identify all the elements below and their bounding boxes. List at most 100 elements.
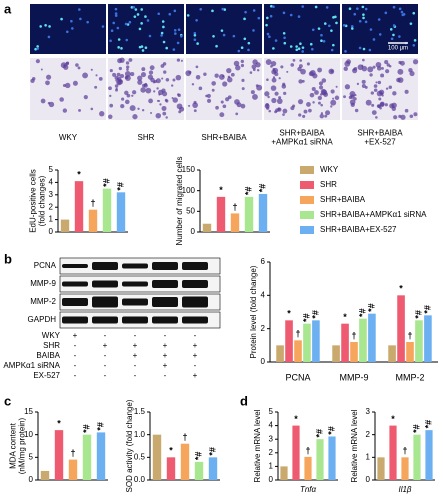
migrated-cell xyxy=(412,59,419,65)
y-tick-label: 0 xyxy=(191,227,196,236)
migrated-cell xyxy=(361,64,364,67)
bar xyxy=(312,320,320,362)
migrated-cell xyxy=(45,80,50,86)
migrated-cell xyxy=(373,84,378,88)
migrated-cell xyxy=(63,64,69,70)
migrated-cell xyxy=(203,72,207,77)
migrated-cell xyxy=(75,63,79,67)
blot-band xyxy=(152,316,178,324)
significance-mark: † xyxy=(182,432,187,442)
migrated-cell xyxy=(324,114,328,118)
edu-nucleus xyxy=(282,11,286,15)
y-tick-label: 0.0 xyxy=(134,475,146,484)
migrated-cell xyxy=(318,81,324,86)
bar xyxy=(328,436,336,480)
y-axis-label: SOD activity (fold change) xyxy=(125,399,134,492)
blot-band xyxy=(122,316,148,324)
condition-sign: + xyxy=(193,371,198,380)
edu-nucleus xyxy=(232,34,236,38)
migrated-cell xyxy=(155,112,162,119)
migrated-cell xyxy=(396,77,401,83)
edu-nucleus xyxy=(39,25,42,28)
migrated-cell xyxy=(114,84,119,88)
edu-nucleus xyxy=(140,22,143,25)
blot-band xyxy=(122,263,148,269)
legend-label: WKY xyxy=(320,165,339,174)
edu-nucleus xyxy=(362,16,365,20)
edu-nucleus xyxy=(126,23,130,26)
image-label: SHR xyxy=(138,133,155,142)
significance-mark: * xyxy=(169,446,173,456)
edu-nucleus xyxy=(335,21,338,25)
migrated-cell xyxy=(126,68,129,71)
edu-nucleus xyxy=(301,46,305,49)
legend-swatch xyxy=(300,166,314,174)
band-label: GAPDH xyxy=(28,315,57,324)
image-label: WKY xyxy=(59,133,78,142)
migrated-cell xyxy=(283,91,287,96)
migrated-cell xyxy=(301,79,305,83)
migrated-cell xyxy=(317,67,323,73)
edu-nucleus xyxy=(128,20,132,24)
migrated-cell xyxy=(130,72,135,77)
edu-nucleus xyxy=(117,46,120,49)
y-tick-label: 150 xyxy=(182,165,196,174)
migrated-cell xyxy=(364,85,368,89)
migrated-cell xyxy=(379,102,385,108)
blot-band xyxy=(122,281,148,287)
blot-band xyxy=(62,316,88,324)
migrated-cell xyxy=(222,75,225,78)
x-tick-label: MMP-2 xyxy=(396,372,425,382)
migrated-cell xyxy=(206,98,212,103)
edu-nucleus xyxy=(221,7,225,11)
edu-nucleus xyxy=(362,47,366,51)
edu-nucleus xyxy=(186,14,190,17)
migrated-cell xyxy=(318,101,321,105)
condition-sign: - xyxy=(194,331,197,340)
edu-nucleus xyxy=(364,20,368,24)
bar xyxy=(294,340,302,362)
migrated-cell xyxy=(319,93,323,96)
bar xyxy=(40,470,50,480)
condition-sign: - xyxy=(74,341,77,350)
edu-nucleus xyxy=(369,28,373,31)
edu-nucleus xyxy=(160,31,164,35)
y-axis-label: Protein level (fold change) xyxy=(249,265,258,358)
y-tick-label: 15 xyxy=(24,407,33,416)
migrated-cell xyxy=(150,111,153,115)
x-axis-label: Tnfα xyxy=(300,485,317,494)
legend-swatch xyxy=(300,181,314,189)
migrated-cell xyxy=(131,94,134,97)
migrated-cell xyxy=(369,73,373,77)
migrated-cell xyxy=(90,68,93,71)
migrated-cell xyxy=(378,97,382,101)
migrated-cell xyxy=(120,104,125,109)
condition-label: EX-527 xyxy=(33,371,60,380)
edu-nucleus xyxy=(344,50,347,53)
bar xyxy=(397,295,405,362)
migrated-cell xyxy=(222,104,227,109)
legend-swatch xyxy=(300,211,314,219)
edu-nucleus xyxy=(364,7,368,11)
migrated-cell xyxy=(312,101,315,104)
edu-nucleus xyxy=(384,11,388,15)
significance-mark: * xyxy=(391,414,395,424)
significance-mark: *# xyxy=(366,303,376,312)
condition-label: BAIBA xyxy=(36,351,60,360)
migrated-cell xyxy=(222,81,228,87)
edu-nucleus xyxy=(274,39,278,42)
transwell-image xyxy=(186,58,262,120)
edu-nucleus xyxy=(265,23,268,27)
significance-mark: *# xyxy=(422,305,432,314)
migrated-cell xyxy=(398,114,402,119)
legend-label: SHR+BAIBA+AMPKα1 siRNA xyxy=(320,210,427,219)
bar xyxy=(341,323,349,362)
edu-nucleus xyxy=(195,18,198,22)
migrated-cell xyxy=(274,91,279,96)
edu-image xyxy=(30,4,106,54)
edu-nucleus xyxy=(317,27,321,30)
migrated-cell xyxy=(46,74,52,80)
migrated-cell xyxy=(320,103,323,107)
migrated-cell xyxy=(282,82,286,86)
migrated-cell xyxy=(286,70,289,73)
